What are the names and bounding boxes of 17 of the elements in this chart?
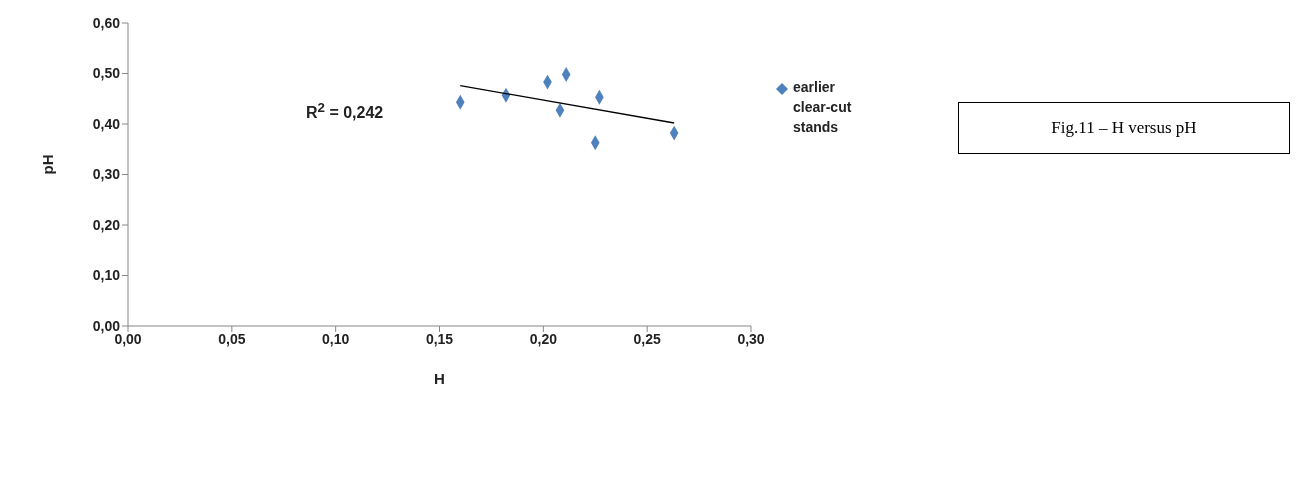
x-tick-label: 0,20 (529, 330, 558, 347)
annotation: R$^{2}$ = 0,242 (306, 100, 384, 123)
y-tick-label: 0,60 (92, 14, 121, 31)
x-tick-label: 0,10 (322, 330, 350, 347)
text: Fig.11 – H versus pH (958, 102, 1290, 154)
y-tick-label: 0,50 (92, 65, 121, 82)
x-tick-label: 0,30 (737, 330, 765, 347)
x-tick-label: 0,25 (633, 330, 661, 347)
y-tick-label: 0,40 (92, 115, 121, 132)
y-axis-title: pH (39, 154, 57, 175)
y-tick-label: 0,20 (92, 216, 121, 233)
x-tick-label: 0,05 (218, 330, 246, 347)
x-axis-title: H (434, 370, 445, 387)
legend-label: earlier clear-cut stands (793, 78, 853, 137)
y-tick-label: 0,30 (92, 166, 121, 183)
x-tick-label: 0,15 (425, 330, 454, 347)
y-tick-label: 0,10 (92, 267, 121, 284)
